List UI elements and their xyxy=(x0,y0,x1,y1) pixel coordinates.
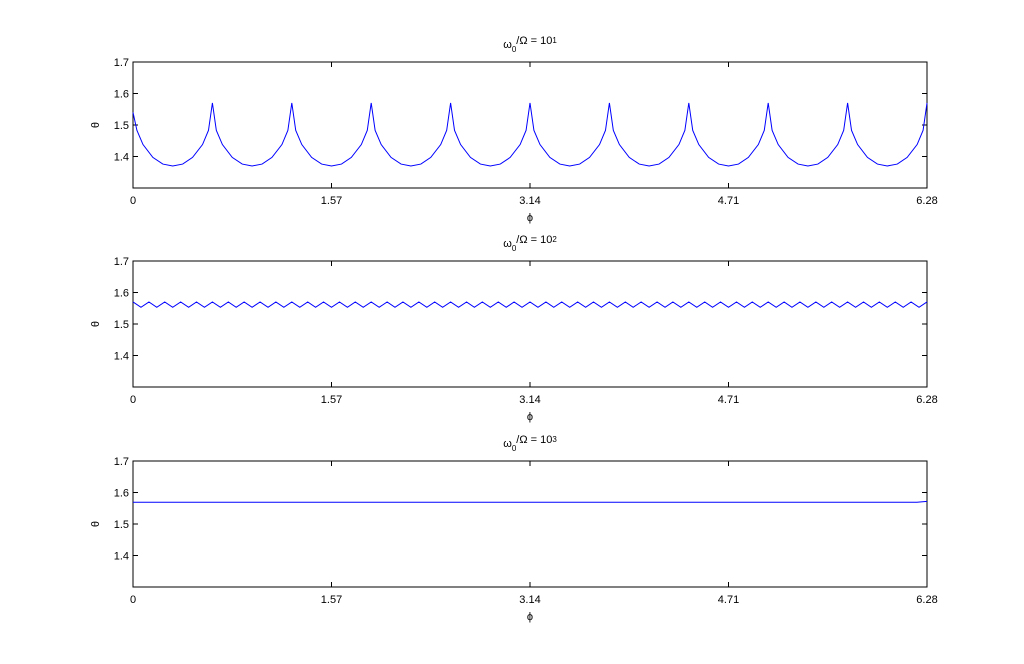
title-part: /Ω = 10 xyxy=(516,234,552,246)
x-tick-label: 6.28 xyxy=(916,394,937,406)
y-tick-label: 1.6 xyxy=(114,288,129,300)
y-tick-label: 1.4 xyxy=(114,152,129,164)
axes-box xyxy=(132,460,928,588)
title-part: ω xyxy=(503,238,512,250)
subplot-title: ω0/Ω = 103 xyxy=(503,434,557,453)
title-part: 0 xyxy=(512,444,517,453)
title-part: ω xyxy=(503,39,512,51)
x-axis-label: ϕ xyxy=(527,212,533,224)
axes-box xyxy=(132,260,928,388)
x-tick-label: 4.71 xyxy=(718,594,739,606)
x-tick-label: 3.14 xyxy=(519,594,540,606)
y-tick-label: 1.6 xyxy=(114,488,129,500)
x-tick-label: 0 xyxy=(130,195,136,207)
axes-box xyxy=(132,61,928,189)
x-axis-label: ϕ xyxy=(527,411,533,423)
x-tick-label: 3.14 xyxy=(519,394,540,406)
y-tick-label: 1.6 xyxy=(114,89,129,101)
y-tick-label: 1.4 xyxy=(114,351,129,363)
data-line xyxy=(132,301,928,308)
x-tick-label: 3.14 xyxy=(519,195,540,207)
y-tick-label: 1.7 xyxy=(114,256,129,268)
y-tick-label: 1.7 xyxy=(114,57,129,69)
y-tick-label: 1.5 xyxy=(114,120,129,132)
y-tick-label: 1.5 xyxy=(114,319,129,331)
x-tick-label: 6.28 xyxy=(916,195,937,207)
title-part: 0 xyxy=(512,45,517,54)
title-part: /Ω = 10 xyxy=(516,35,552,47)
x-tick-label: 0 xyxy=(130,594,136,606)
data-line xyxy=(132,102,928,167)
title-part: 2 xyxy=(552,235,557,244)
title-part: 0 xyxy=(512,244,517,253)
y-tick-label: 1.5 xyxy=(114,519,129,531)
x-axis-label: ϕ xyxy=(527,611,533,623)
title-part: ω xyxy=(503,438,512,450)
x-tick-label: 6.28 xyxy=(916,594,937,606)
x-tick-label: 0 xyxy=(130,394,136,406)
title-part: 3 xyxy=(552,435,557,444)
y-axis-label: θ xyxy=(90,321,102,327)
x-tick-label: 4.71 xyxy=(718,394,739,406)
title-part: 1 xyxy=(552,36,557,45)
data-line xyxy=(133,500,928,503)
title-part: /Ω = 10 xyxy=(516,434,552,446)
y-tick-label: 1.4 xyxy=(114,551,129,563)
subplot-title: ω0/Ω = 101 xyxy=(503,35,557,54)
y-tick-label: 1.7 xyxy=(114,456,129,468)
x-tick-label: 1.57 xyxy=(321,594,342,606)
x-tick-label: 1.57 xyxy=(321,195,342,207)
x-tick-label: 1.57 xyxy=(321,394,342,406)
y-axis-label: θ xyxy=(90,521,102,527)
x-tick-label: 4.71 xyxy=(718,195,739,207)
y-axis-label: θ xyxy=(90,122,102,128)
subplot-title: ω0/Ω = 102 xyxy=(503,234,557,253)
